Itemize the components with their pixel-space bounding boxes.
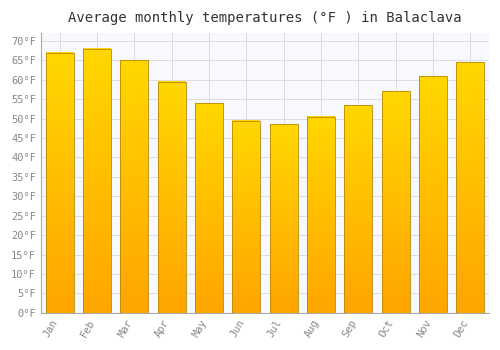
Bar: [382, 91, 409, 313]
Bar: [232, 121, 260, 313]
Bar: [344, 105, 372, 313]
Bar: [46, 52, 74, 313]
Bar: [195, 103, 223, 313]
Title: Average monthly temperatures (°F ) in Balaclava: Average monthly temperatures (°F ) in Ba…: [68, 11, 462, 25]
Bar: [270, 125, 297, 313]
Bar: [307, 117, 335, 313]
Bar: [419, 76, 447, 313]
Bar: [456, 62, 484, 313]
Bar: [120, 61, 148, 313]
Bar: [83, 49, 111, 313]
Bar: [158, 82, 186, 313]
